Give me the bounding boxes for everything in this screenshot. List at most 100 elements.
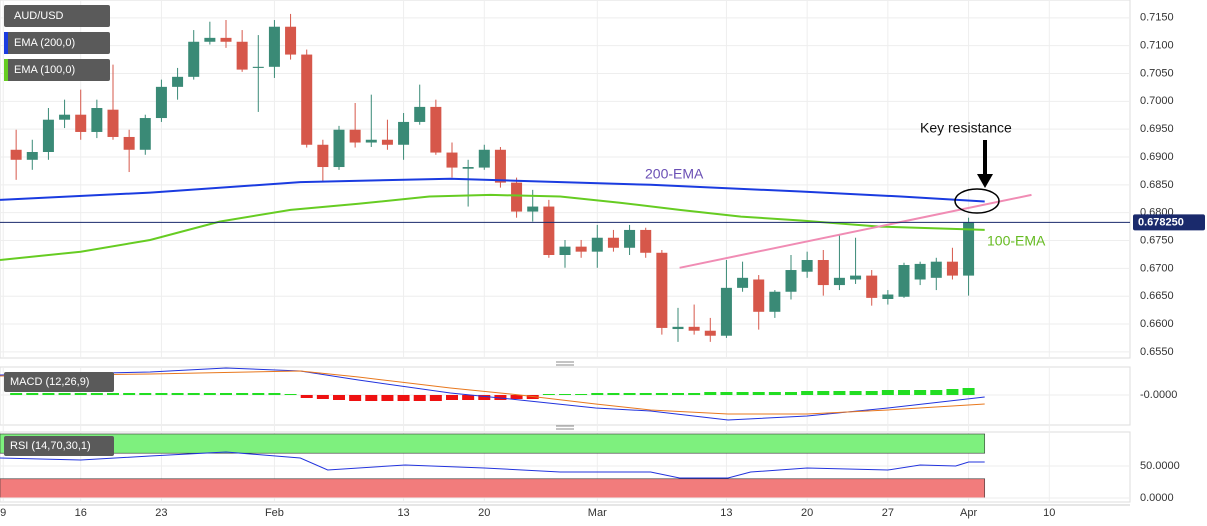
histogram-bar	[397, 395, 410, 401]
histogram-bar	[542, 394, 555, 395]
ema-label: 200-EMA	[645, 166, 704, 182]
histogram-bar	[478, 395, 491, 400]
macd-line	[0, 367, 985, 421]
arrow-head	[977, 174, 993, 188]
candle-body	[817, 260, 829, 286]
histogram-bar	[688, 393, 701, 395]
candle-body	[107, 109, 119, 137]
candle-body	[607, 237, 619, 248]
candle-body	[866, 275, 878, 298]
histogram-bar	[187, 393, 200, 395]
candle-body	[349, 129, 361, 143]
y-tick-label: 0.6900	[1140, 151, 1174, 163]
candle-body	[801, 260, 813, 272]
histogram-bar	[736, 392, 749, 395]
candle-body	[672, 326, 684, 330]
candle-body	[75, 114, 87, 132]
legend-box	[4, 59, 110, 81]
panel-grip	[556, 361, 574, 366]
histogram-bar	[768, 392, 781, 395]
candle-body	[26, 151, 38, 160]
histogram-bar	[930, 390, 943, 395]
macd-line	[0, 370, 985, 415]
x-tick-label: 20	[478, 507, 490, 519]
candle-body	[930, 261, 942, 278]
candle-body	[753, 279, 765, 312]
histogram-bar	[898, 390, 910, 395]
histogram-bar	[849, 391, 862, 395]
histogram-bar	[672, 393, 684, 395]
histogram-bar	[236, 393, 249, 395]
y-tick-label: 0.7050	[1140, 67, 1174, 79]
candle-body	[656, 252, 668, 328]
candle-body	[188, 41, 200, 77]
price-tag-label: 0.678250	[1138, 216, 1184, 228]
histogram-bar	[42, 393, 55, 395]
price-tag	[1133, 214, 1205, 231]
histogram-bar	[90, 393, 103, 395]
histogram-bar	[171, 393, 184, 395]
histogram-bar	[10, 393, 23, 395]
histogram-bar	[155, 393, 168, 395]
candle-body	[301, 54, 313, 145]
rsi-band	[0, 433, 986, 454]
histogram-bar	[833, 391, 846, 395]
histogram-bar	[510, 395, 523, 399]
legend-swatch	[4, 59, 8, 81]
legend-box	[4, 32, 110, 54]
candle-body	[720, 287, 732, 336]
histogram-bar	[316, 395, 329, 399]
candle-body	[850, 275, 862, 280]
histogram-bar	[623, 393, 636, 395]
candle-body	[737, 277, 749, 288]
histogram-bar	[333, 395, 345, 400]
candle-body	[398, 121, 410, 145]
legend-label: EMA (100,0)	[14, 64, 75, 76]
histogram-bar	[107, 393, 119, 395]
y-tick-label: 50.0000	[1140, 460, 1180, 472]
histogram-bar	[429, 395, 442, 401]
legend-label: EMA (200,0)	[14, 37, 75, 49]
candle-body	[333, 129, 345, 168]
candle-body	[365, 139, 377, 143]
x-tick-label: 20	[801, 507, 813, 519]
candle-body	[317, 144, 329, 168]
candle-body	[591, 237, 603, 252]
histogram-bar	[494, 395, 507, 400]
histogram-bar	[300, 395, 313, 398]
candle-body	[430, 106, 442, 153]
y-tick-label: 0.6950	[1140, 123, 1174, 135]
histogram-bar	[801, 391, 814, 395]
candle-body	[252, 66, 264, 68]
histogram-bar	[962, 388, 975, 395]
candle-body	[914, 263, 926, 280]
histogram-bar	[655, 393, 668, 395]
histogram-bar	[462, 395, 475, 400]
histogram-bar	[381, 395, 394, 401]
candle-body	[42, 119, 54, 152]
histogram-bar	[365, 395, 378, 401]
ema-line	[0, 193, 985, 261]
histogram-bar	[704, 392, 717, 395]
rsi-band	[0, 478, 986, 499]
x-tick-label: 10	[1043, 507, 1055, 519]
candle-body	[543, 206, 555, 255]
candle-body	[575, 246, 587, 252]
candle-body	[833, 277, 845, 286]
histogram-bar	[284, 394, 297, 395]
y-tick-label: 0.6750	[1140, 234, 1174, 246]
histogram-bar	[946, 389, 959, 395]
histogram-bar	[752, 392, 765, 395]
candle-body	[123, 136, 135, 150]
x-tick-label: 13	[720, 507, 732, 519]
candle-body	[963, 222, 975, 276]
candle-body	[462, 167, 474, 169]
candle-body	[946, 261, 958, 276]
candle-body	[414, 106, 426, 122]
histogram-bar	[914, 390, 927, 395]
candle-body	[527, 206, 539, 212]
histogram-bar	[203, 393, 216, 395]
candle-body	[882, 294, 894, 299]
candle-body	[381, 139, 393, 145]
